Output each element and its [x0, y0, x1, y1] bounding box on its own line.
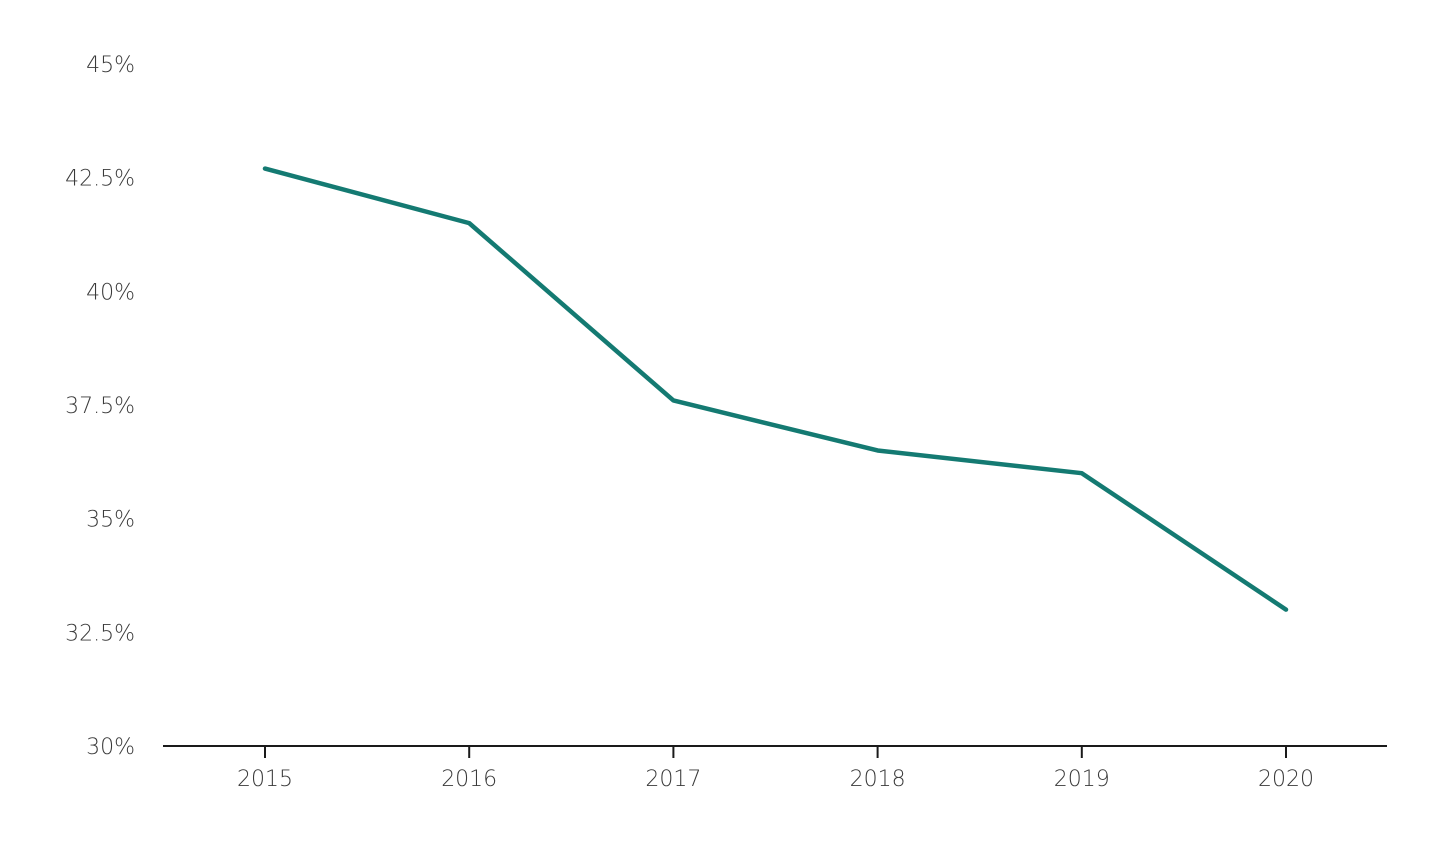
x-tick-label: 2019 — [1054, 767, 1110, 792]
x-tick-label: 2017 — [645, 767, 701, 792]
x-axis: 2015 2016 2017 2018 2019 2020 — [163, 745, 1387, 792]
y-tick-label: 30% — [86, 735, 135, 760]
y-tick-label: 37.5% — [65, 394, 135, 419]
y-tick-label: 32.5% — [65, 621, 135, 646]
plot-area — [262, 166, 1289, 612]
x-tick-label: 2020 — [1258, 767, 1314, 792]
y-tick-label: 40% — [86, 280, 135, 305]
x-tick-label: 2016 — [441, 767, 497, 792]
y-tick-label: 35% — [86, 508, 135, 533]
x-tick-label: 2018 — [850, 767, 906, 792]
x-tick-label: 2015 — [237, 767, 293, 792]
y-tick-label: 42.5% — [65, 167, 135, 192]
y-axis: 30% 32.5% 35% 37.5% 40% 42.5% 45% — [65, 53, 135, 760]
y-tick-label: 45% — [86, 53, 135, 78]
series-line — [262, 166, 1289, 612]
